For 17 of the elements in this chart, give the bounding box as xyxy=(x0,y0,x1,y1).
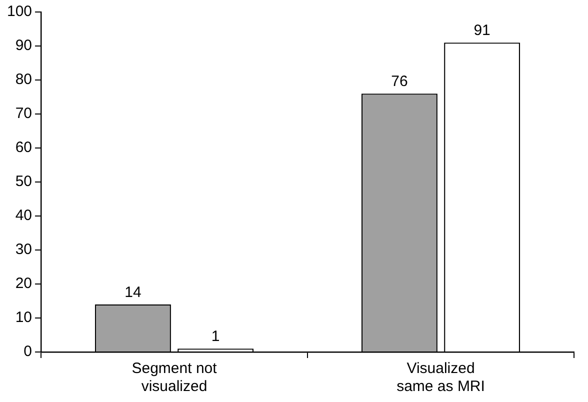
y-tick-label: 100 xyxy=(6,3,32,20)
data-label: 14 xyxy=(124,284,142,302)
y-tick-label: 80 xyxy=(15,71,32,88)
y-tick-label: 20 xyxy=(15,275,32,292)
y-tick-label: 50 xyxy=(15,173,32,190)
y-tick-label: 70 xyxy=(15,105,32,122)
data-label: 76 xyxy=(391,73,408,90)
y-tick-label: 10 xyxy=(15,309,32,326)
x-tick-label: Segment not visualized xyxy=(132,360,218,396)
x-tick-label: Visualized same as MRI xyxy=(396,360,485,396)
y-tick-label: 0 xyxy=(24,343,32,360)
y-tick-label: 60 xyxy=(15,139,32,156)
y-tick-label: 40 xyxy=(15,207,32,224)
data-label: 1 xyxy=(211,328,220,346)
y-tick-label: 30 xyxy=(15,241,32,258)
data-label: 91 xyxy=(474,22,490,40)
y-tick-label: 90 xyxy=(15,37,32,54)
